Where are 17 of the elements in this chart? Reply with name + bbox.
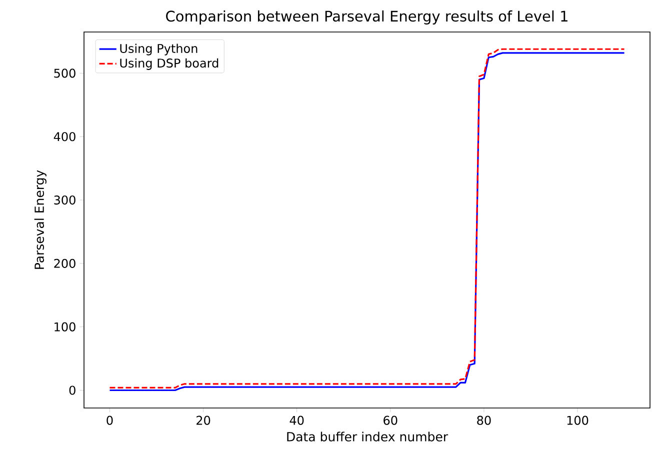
x-tick-label: 40 — [290, 416, 304, 425]
y-tick-label: 0 — [69, 386, 76, 395]
x-tick-label: 60 — [384, 416, 398, 425]
x-axis-title: Data buffer index number — [287, 432, 448, 442]
y-tick-label: 100 — [54, 322, 76, 332]
x-tick-label: 20 — [196, 416, 210, 425]
x-tick-label: 0 — [106, 416, 113, 425]
legend-label: Using Python — [120, 44, 198, 56]
x-tick-label: 100 — [567, 416, 588, 425]
y-tick-label: 200 — [54, 258, 76, 268]
y-axis-title: Parseval Energy — [34, 170, 46, 269]
x-tick-label: 80 — [477, 416, 491, 425]
y-tick-label: 400 — [54, 132, 76, 142]
y-tick-label: 300 — [54, 195, 76, 205]
legend-label: Using DSP board — [120, 58, 218, 70]
chart-title: Comparison between Parseval Energy results of Level 1 — [166, 10, 568, 24]
y-tick-label: 500 — [54, 68, 76, 78]
